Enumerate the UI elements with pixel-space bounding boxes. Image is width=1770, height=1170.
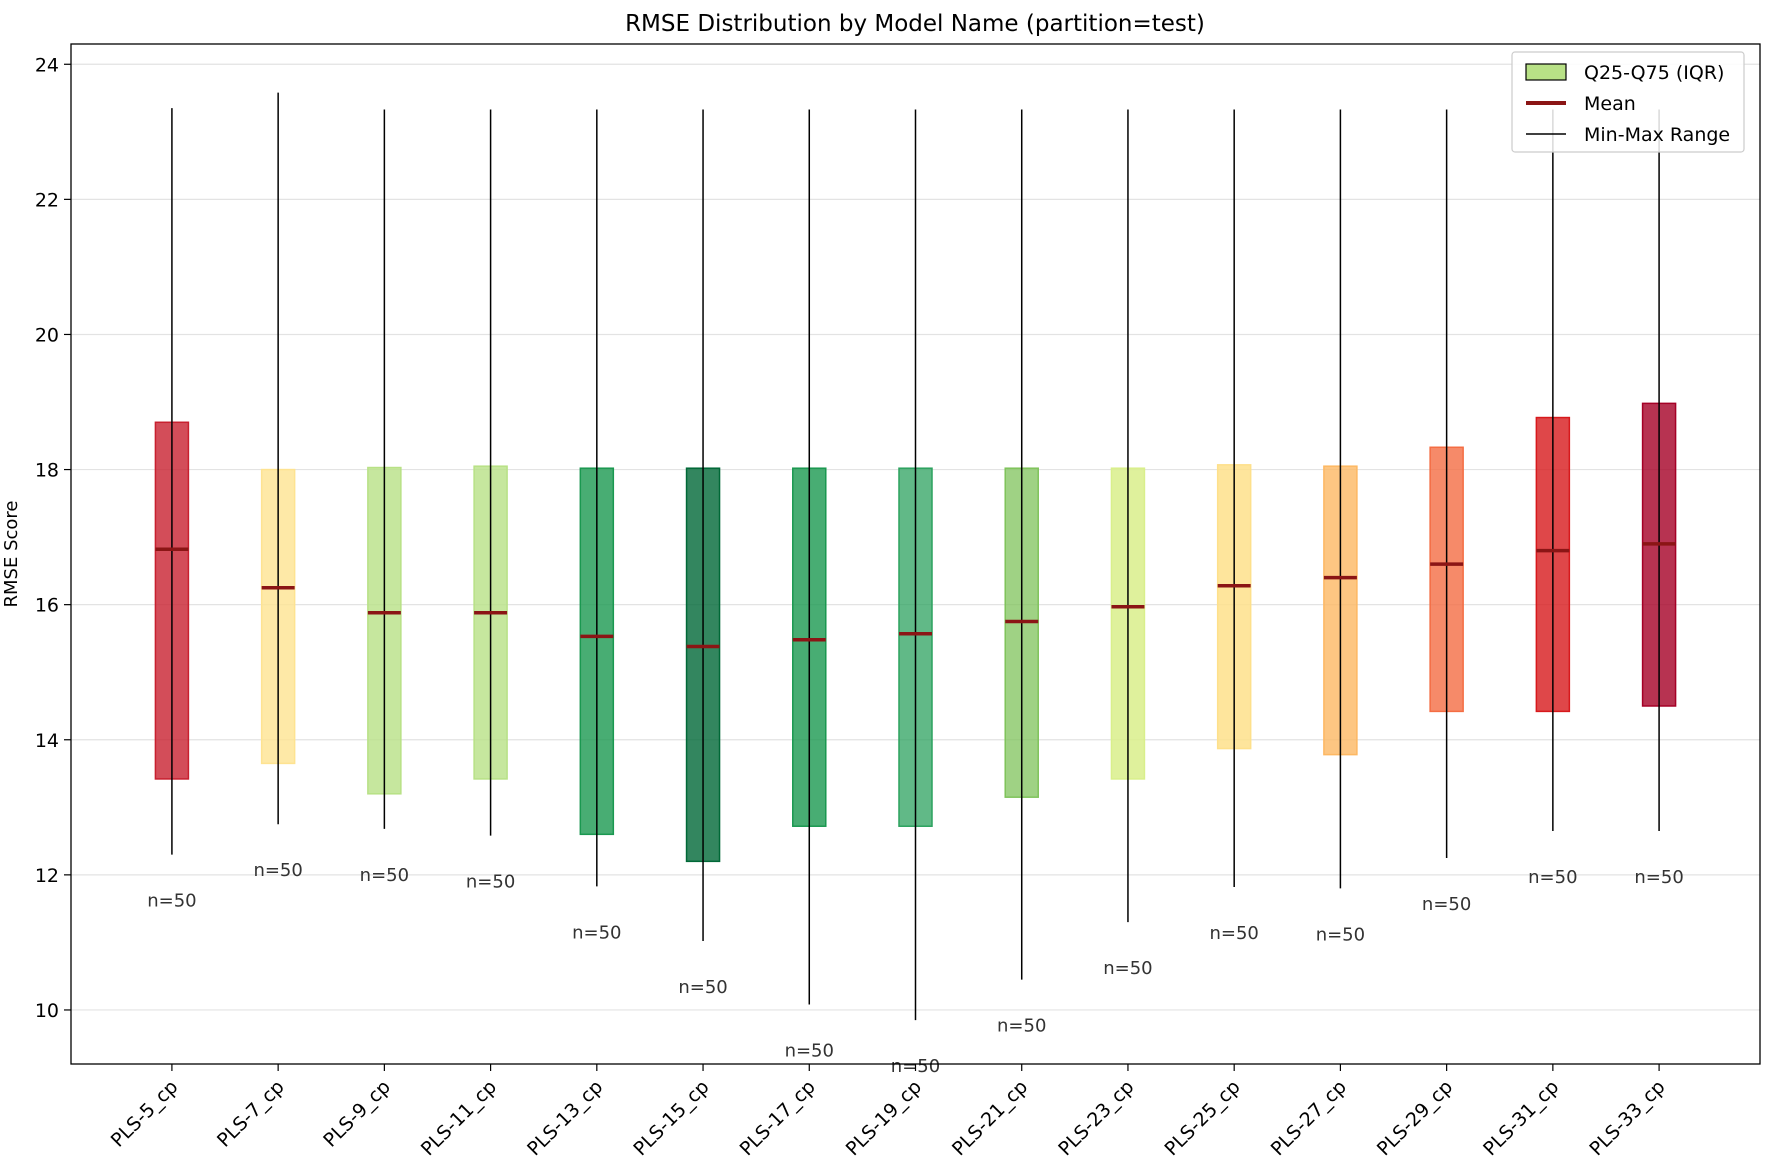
count-annotation: n=50 xyxy=(997,1016,1046,1037)
y-tick-label: 18 xyxy=(35,460,59,482)
count-annotation: n=50 xyxy=(466,872,515,893)
y-tick-label: 10 xyxy=(35,1000,59,1022)
count-annotation: n=50 xyxy=(1422,894,1471,915)
legend-label-mean: Mean xyxy=(1584,93,1636,115)
legend-label-iqr: Q25-Q75 (IQR) xyxy=(1584,62,1724,84)
count-annotation: n=50 xyxy=(1528,867,1577,888)
y-tick-label: 12 xyxy=(35,865,59,887)
y-tick-label: 16 xyxy=(35,595,59,617)
y-axis-label: RMSE Score xyxy=(1,501,22,608)
count-annotation: n=50 xyxy=(785,1041,834,1062)
legend-label-range: Min-Max Range xyxy=(1584,124,1730,146)
y-tick-label: 14 xyxy=(35,730,59,752)
y-tick-label: 24 xyxy=(35,54,59,76)
count-annotation: n=50 xyxy=(1316,924,1365,945)
count-annotation: n=50 xyxy=(572,922,621,943)
y-tick-label: 22 xyxy=(35,189,59,211)
y-tick-label: 20 xyxy=(35,324,59,346)
plot-data: n=50 n=50 n=50 n=50 n=50 n=50 n=50 n=50 n=50 n=50… xyxy=(147,92,1684,1077)
count-annotation: n=50 xyxy=(1634,867,1683,888)
legend-iqr-swatch xyxy=(1525,63,1567,81)
legend-frame xyxy=(1511,51,1745,153)
count-annotation: n=50 xyxy=(360,865,409,886)
count-annotation: n=50 xyxy=(253,860,302,881)
legend: Q25-Q75 (IQR) Mean Min-Max Range xyxy=(1511,51,1745,153)
count-annotation: n=50 xyxy=(1209,923,1258,944)
count-annotation: n=50 xyxy=(1103,958,1152,979)
count-annotation: n=50 xyxy=(147,891,196,912)
count-annotation: n=50 xyxy=(678,977,727,998)
chart-title: RMSE Distribution by Model Name (partiti… xyxy=(625,11,1205,37)
